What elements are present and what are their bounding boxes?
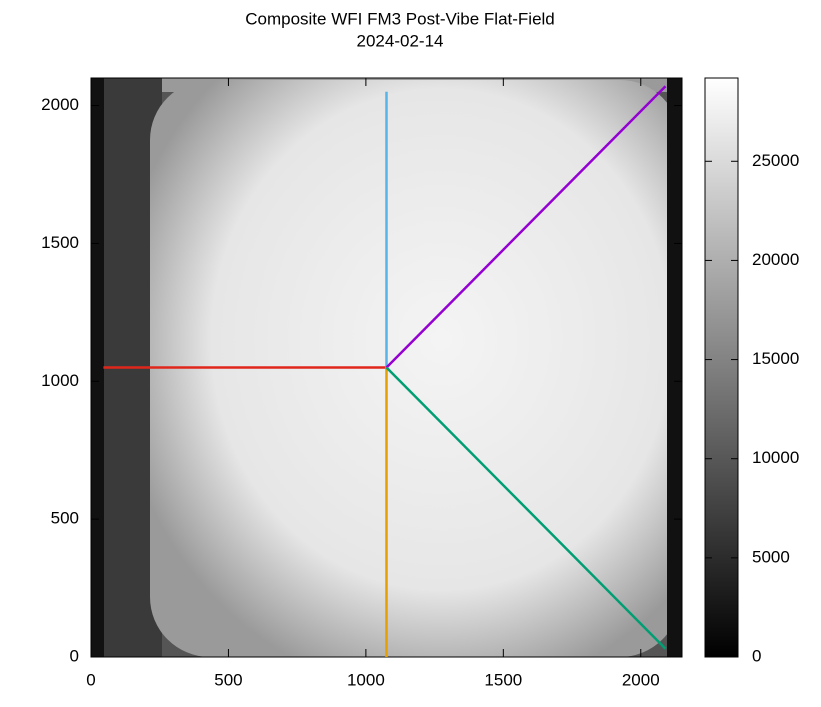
- colorbar-tick-label: 15000: [752, 349, 799, 368]
- x-tick-label: 1000: [347, 670, 385, 689]
- colorbar-tick-label: 10000: [752, 448, 799, 467]
- y-tick-label: 500: [51, 509, 79, 528]
- chart-subtitle: 2024-02-14: [357, 31, 444, 50]
- colorbar-tick-label: 0: [752, 646, 761, 665]
- colorbar-tick-label: 5000: [752, 547, 790, 566]
- profile-line: [385, 85, 667, 369]
- x-tick-label: 2000: [622, 670, 660, 689]
- y-tick-label: 1500: [41, 233, 79, 252]
- colorbar: [704, 77, 739, 658]
- y-tick-label: 1000: [41, 371, 79, 390]
- chart-title: Composite WFI FM3 Post-Vibe Flat-Field: [245, 9, 555, 28]
- x-tick-label: 0: [86, 670, 95, 689]
- colorbar-tick-label: 20000: [752, 250, 799, 269]
- x-tick-label: 500: [214, 670, 242, 689]
- x-tick-label: 1500: [484, 670, 522, 689]
- y-tick-label: 2000: [41, 95, 79, 114]
- profile-line: [385, 366, 667, 650]
- colorbar-tick-label: 25000: [752, 151, 799, 170]
- y-tick-label: 0: [70, 646, 79, 665]
